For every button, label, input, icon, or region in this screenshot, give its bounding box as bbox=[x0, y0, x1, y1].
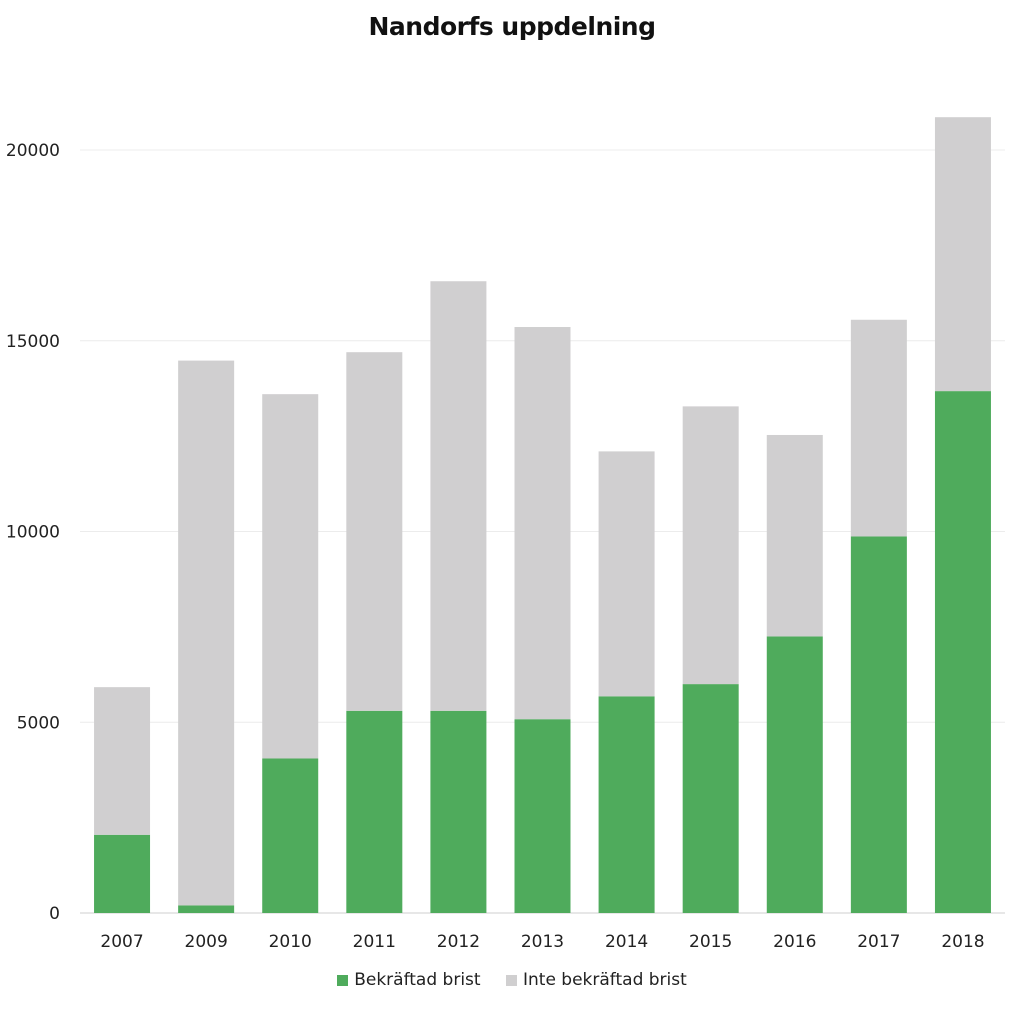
bar-unconfirmed-2010 bbox=[262, 394, 319, 759]
bar-unconfirmed-2013 bbox=[514, 327, 571, 720]
bar-confirmed-2017 bbox=[850, 536, 907, 913]
x-tick-label: 2007 bbox=[100, 932, 143, 952]
x-tick-label: 2017 bbox=[857, 932, 900, 952]
x-tick-label: 2012 bbox=[437, 932, 480, 952]
legend-item-confirmed: Bekräftad brist bbox=[337, 970, 481, 990]
bar-confirmed-2018 bbox=[934, 391, 991, 913]
bar-confirmed-2016 bbox=[766, 636, 823, 913]
legend-label-unconfirmed: Inte bekräftad brist bbox=[522, 970, 687, 990]
bar-confirmed-2010 bbox=[262, 758, 319, 913]
bar-confirmed-2014 bbox=[598, 696, 655, 913]
legend: Bekräftad brist Inte bekräftad brist bbox=[0, 970, 1024, 991]
chart-title: Nandorfs uppdelning bbox=[368, 12, 656, 41]
bar-confirmed-2012 bbox=[430, 710, 487, 913]
bar-confirmed-2009 bbox=[178, 905, 235, 913]
y-axis-ticks: 0 5000 10000 15000 20000 bbox=[6, 141, 60, 924]
bar-unconfirmed-2011 bbox=[346, 352, 403, 711]
legend-label-confirmed: Bekräftad brist bbox=[354, 970, 481, 990]
bar-confirmed-2013 bbox=[514, 719, 571, 913]
bars bbox=[94, 117, 991, 913]
x-tick-label: 2009 bbox=[185, 932, 228, 952]
x-tick-label: 2014 bbox=[605, 932, 648, 952]
bar-confirmed-2011 bbox=[346, 710, 403, 913]
legend-swatch-unconfirmed bbox=[505, 974, 517, 986]
bar-unconfirmed-2014 bbox=[598, 451, 655, 697]
y-tick-label: 5000 bbox=[17, 713, 60, 733]
y-tick-label: 15000 bbox=[6, 332, 60, 352]
bar-confirmed-2015 bbox=[682, 684, 739, 913]
bar-unconfirmed-2017 bbox=[850, 319, 907, 537]
bar-unconfirmed-2007 bbox=[94, 687, 151, 835]
x-tick-label: 2018 bbox=[941, 932, 984, 952]
x-tick-label: 2013 bbox=[521, 932, 564, 952]
legend-item-unconfirmed: Inte bekräftad brist bbox=[505, 970, 687, 990]
legend-swatch-confirmed bbox=[337, 974, 349, 986]
bar-unconfirmed-2009 bbox=[178, 360, 235, 906]
x-tick-label: 2016 bbox=[773, 932, 816, 952]
x-tick-label: 2010 bbox=[269, 932, 312, 952]
x-tick-label: 2011 bbox=[353, 932, 396, 952]
x-tick-label: 2015 bbox=[689, 932, 732, 952]
bar-unconfirmed-2015 bbox=[682, 406, 739, 685]
x-axis-ticks: 2007 2009 2010 2011 2012 2013 2014 2015 2016 2017… bbox=[100, 932, 984, 952]
bar-unconfirmed-2012 bbox=[430, 281, 487, 711]
y-tick-label: 10000 bbox=[6, 523, 60, 543]
y-tick-label: 20000 bbox=[6, 141, 60, 161]
y-tick-label: 0 bbox=[49, 904, 60, 924]
bar-unconfirmed-2016 bbox=[766, 434, 823, 637]
bar-unconfirmed-2018 bbox=[934, 117, 991, 392]
bar-confirmed-2007 bbox=[94, 834, 151, 913]
